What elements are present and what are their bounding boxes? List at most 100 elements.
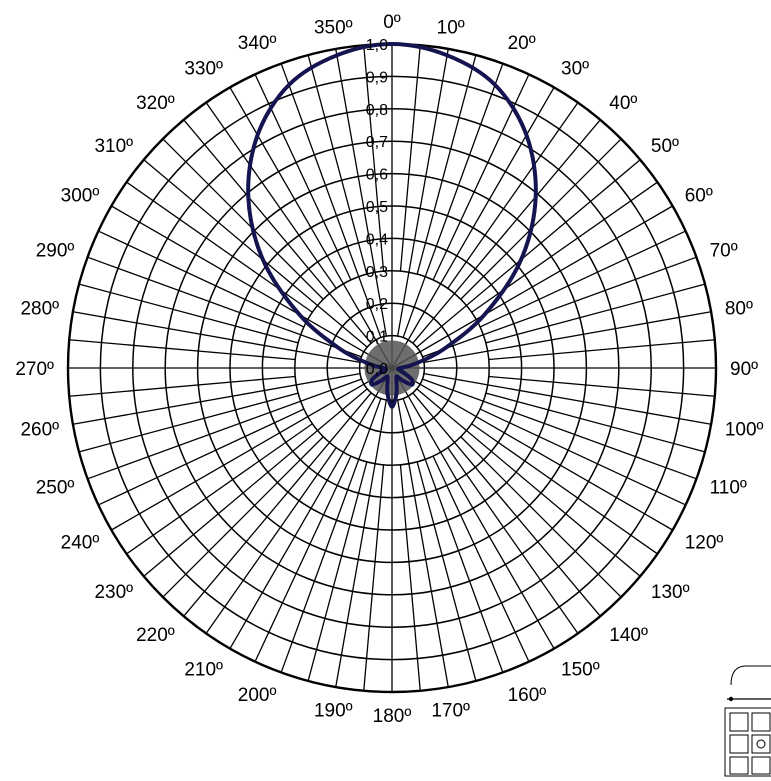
angular-tick-labels: 0º 10º 20º 30º 40º 50º 60º 70º 80º 90º 100º 110º 120… xyxy=(15,12,763,727)
grid-spoke xyxy=(162,138,324,300)
angular-tick-label: 120º xyxy=(685,533,724,554)
grid-spoke xyxy=(126,423,313,555)
angular-tick-label: 280º xyxy=(20,299,59,320)
grid-spoke xyxy=(72,311,361,364)
radial-tick-label: 0,9 xyxy=(366,69,388,86)
radial-tick-label: 0,1 xyxy=(366,329,388,346)
grid-spoke xyxy=(402,398,504,673)
angular-tick-label: 40º xyxy=(609,93,637,114)
angular-tick-label: 350º xyxy=(314,17,353,38)
grid-spoke xyxy=(280,398,382,673)
radial-tick-labels: 0,0 0,1 0,2 0,3 0,4 0,5 0,6 0,7 0,8 0,9 1,0 xyxy=(366,37,388,378)
angular-tick-label: 180º xyxy=(373,706,412,727)
grid-spoke xyxy=(78,392,299,453)
grid-spoke xyxy=(111,205,393,369)
angular-tick-label: 290º xyxy=(36,240,75,261)
grid-spoke xyxy=(460,436,622,598)
grid-spoke xyxy=(87,256,362,358)
grid-spoke xyxy=(402,63,504,338)
grid-spoke xyxy=(205,102,337,289)
grid-spoke xyxy=(183,119,372,344)
angular-tick-label: 320º xyxy=(136,93,175,114)
angular-tick-label: 130º xyxy=(651,582,690,603)
angular-tick-label: 210º xyxy=(184,660,223,681)
grid-spoke xyxy=(69,339,296,361)
grid-spoke xyxy=(479,230,686,328)
grid-spoke xyxy=(432,455,530,662)
radial-tick-label: 0,2 xyxy=(366,296,388,313)
grid-spoke xyxy=(98,408,305,506)
grid-spoke xyxy=(423,311,712,364)
grid-spoke xyxy=(422,256,697,358)
angular-tick-label: 80º xyxy=(725,299,753,320)
grid-spoke xyxy=(363,45,385,272)
angular-tick-label: 200º xyxy=(238,685,277,706)
angular-tick-label: 220º xyxy=(136,625,175,646)
radial-tick-label: 0,4 xyxy=(366,231,388,248)
grid-spoke xyxy=(391,367,673,531)
angular-tick-label: 340º xyxy=(238,33,277,54)
series-line xyxy=(246,42,538,409)
grid-spoke xyxy=(447,102,579,289)
grid-spoke xyxy=(78,283,299,344)
angular-tick-label: 100º xyxy=(725,419,764,440)
grid-spoke xyxy=(363,464,385,691)
grid-spoke xyxy=(479,408,686,506)
angular-tick-label: 170º xyxy=(431,701,470,722)
grid-spoke xyxy=(143,159,368,348)
angular-tick-label: 90º xyxy=(730,359,758,380)
angular-tick-label: 270º xyxy=(15,359,54,380)
angular-tick-label: 260º xyxy=(20,419,59,440)
angular-tick-label: 70º xyxy=(710,240,738,261)
grid-spoke xyxy=(183,392,372,617)
grid-spoke xyxy=(416,388,641,577)
angular-tick-label: 150º xyxy=(561,660,600,681)
grid-spoke xyxy=(111,367,393,531)
angular-tick-label: 20º xyxy=(508,33,536,54)
grid-spoke xyxy=(416,461,477,682)
grid-spoke xyxy=(412,119,601,344)
grid-spoke xyxy=(488,375,715,397)
grid-spoke xyxy=(205,447,337,634)
radial-tick-label: 0,3 xyxy=(366,264,388,281)
angular-tick-label: 230º xyxy=(94,582,133,603)
angular-tick-label: 140º xyxy=(609,625,648,646)
angular-tick-label: 190º xyxy=(314,701,353,722)
grid-spoke xyxy=(143,388,368,577)
corner-widget xyxy=(724,665,771,777)
grid-spoke xyxy=(391,205,673,369)
grid-spoke xyxy=(460,138,622,300)
angular-tick-label: 300º xyxy=(61,186,100,207)
grid-spoke xyxy=(280,63,382,338)
grid-spoke xyxy=(229,367,393,649)
grid-spoke xyxy=(416,54,477,275)
grid-spoke xyxy=(335,399,388,688)
angular-tick-label: 10º xyxy=(437,17,465,38)
angular-tick-label: 240º xyxy=(61,533,100,554)
radial-tick-label: 0,6 xyxy=(366,167,388,184)
grid-spoke xyxy=(485,283,706,344)
radial-tick-label: 0,0 xyxy=(366,361,388,378)
angular-tick-label: 330º xyxy=(184,58,223,79)
grid-spoke xyxy=(254,455,352,662)
grid-spoke xyxy=(162,436,324,598)
angular-tick-label: 310º xyxy=(94,136,133,157)
grid-spoke xyxy=(396,399,449,688)
grid-spoke xyxy=(423,372,712,425)
grid-spoke xyxy=(447,447,579,634)
angular-tick-label: 110º xyxy=(710,478,747,499)
grid-spoke xyxy=(87,378,362,480)
radial-tick-label: 0,5 xyxy=(366,199,388,216)
radial-tick-label: 1,0 xyxy=(366,37,388,54)
grid-spoke xyxy=(471,423,658,555)
angular-tick-label: 60º xyxy=(685,186,713,207)
grid-spoke xyxy=(399,464,421,691)
grid-spoke xyxy=(391,367,555,649)
grid-spoke xyxy=(396,48,449,337)
grid-spoke xyxy=(69,375,296,397)
grid-spoke xyxy=(72,372,361,425)
grid-spoke xyxy=(485,392,706,453)
grid-spoke xyxy=(399,45,421,272)
angular-tick-label: 30º xyxy=(561,58,589,79)
